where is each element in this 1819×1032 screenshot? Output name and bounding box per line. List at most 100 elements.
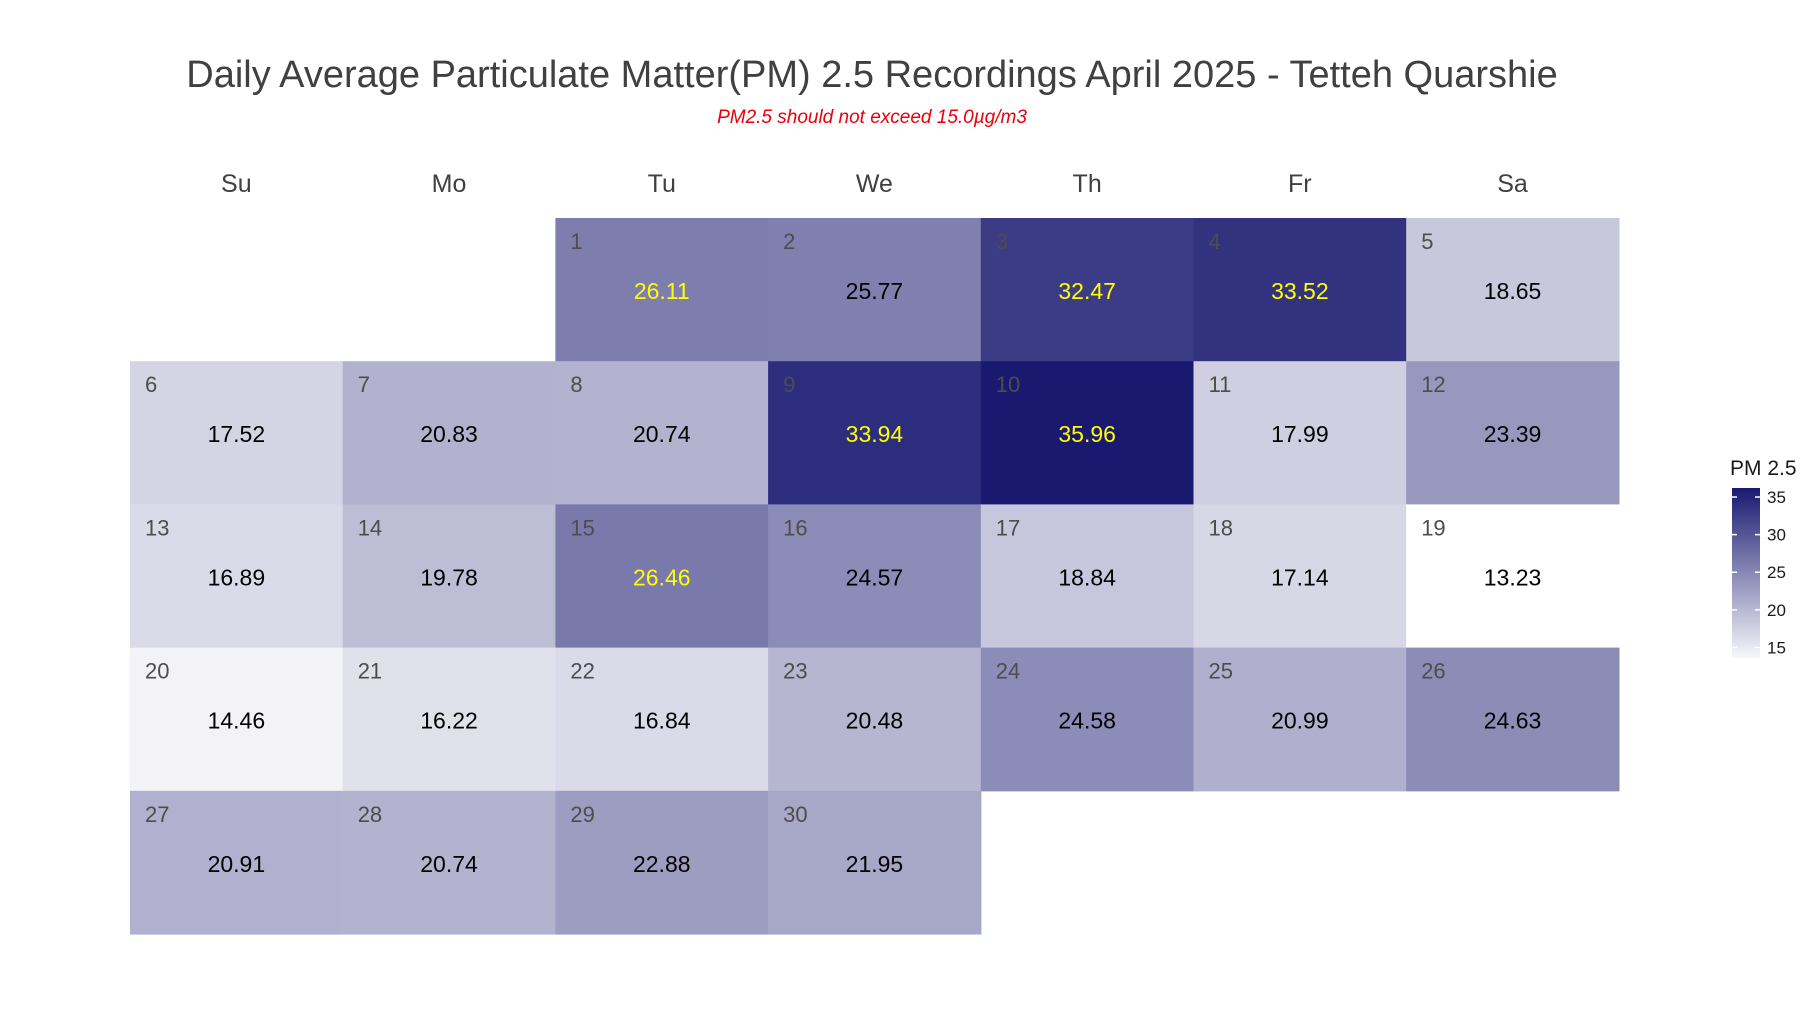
pm25-value-label: 20.83 (420, 421, 478, 447)
day-cell: 225.77 (768, 218, 982, 362)
day-number: 4 (1209, 229, 1221, 254)
pm25-value-label: 18.84 (1058, 564, 1116, 590)
day-cell-fill (130, 504, 344, 649)
day-cell: 820.74 (555, 361, 769, 505)
day-cell-fill (555, 790, 769, 935)
day-number: 11 (1209, 372, 1232, 397)
pm25-value-label: 25.77 (846, 278, 904, 304)
pm25-value-label: 17.52 (208, 421, 266, 447)
pm25-value-label: 13.23 (1484, 564, 1542, 590)
day-number: 14 (358, 515, 382, 540)
weekday-headers: Su Mo Tu We Th Fr Sa (221, 170, 1528, 198)
day-cell-fill (1193, 504, 1407, 649)
day-cell-fill (342, 647, 556, 792)
day-number: 7 (358, 372, 370, 397)
weekday-label: Sa (1497, 170, 1528, 198)
color-legend: PM 2.5 15 20 25 30 35 (1730, 457, 1797, 658)
day-cell: 933.94 (768, 361, 982, 505)
day-number: 18 (1209, 515, 1233, 540)
day-cell-fill (130, 790, 344, 935)
day-cell-fill (768, 647, 982, 792)
pm25-value-label: 20.99 (1271, 708, 1329, 734)
day-cell-fill (768, 218, 982, 362)
weekday-label: Fr (1288, 170, 1312, 198)
day-number: 3 (996, 229, 1008, 254)
pm25-value-label: 20.91 (208, 851, 266, 877)
pm25-value-label: 20.74 (633, 421, 691, 447)
day-cell: 433.52 (1193, 218, 1407, 362)
pm25-value-label: 20.74 (420, 851, 478, 877)
day-cell: 720.83 (342, 361, 556, 505)
day-number: 6 (145, 372, 157, 397)
day-cell-fill (555, 218, 769, 362)
day-cell-fill (980, 504, 1195, 649)
day-cell: 126.11 (555, 218, 769, 362)
day-cell-fill (980, 218, 1195, 362)
legend-title: PM 2.5 (1730, 457, 1797, 480)
day-cell: 518.65 (1406, 218, 1620, 362)
day-cell-fill (342, 504, 556, 649)
chart-subtitle: PM2.5 should not exceed 15.0µg/m3 (717, 107, 1027, 128)
weekday-label: Tu (648, 170, 676, 198)
day-number: 13 (145, 515, 169, 540)
day-cell-fill (980, 647, 1195, 792)
day-cell-fill (768, 790, 982, 935)
legend-ticks: 15 20 25 30 35 (1732, 488, 1786, 657)
pm25-value-label: 32.47 (1058, 278, 1116, 304)
day-cell: 16 24.57 (768, 504, 982, 649)
day-cell: 17 18.84 (980, 504, 1195, 649)
day-cell: 25 20.99 (1193, 647, 1407, 792)
day-cell-fill (1406, 218, 1620, 362)
day-cell: 332.47 (980, 218, 1195, 362)
chart-title: Daily Average Particulate Matter(PM) 2.5… (186, 54, 1558, 96)
day-cell: 21 16.22 (342, 647, 556, 792)
pm25-value-label: 24.57 (846, 564, 904, 590)
day-cell: 13 16.89 (130, 504, 344, 649)
day-number: 8 (570, 372, 582, 397)
weekday-label: Mo (432, 170, 467, 198)
day-cell: 22 16.84 (555, 647, 769, 792)
pm25-value-label: 21.95 (846, 851, 904, 877)
day-number: 15 (570, 515, 594, 540)
day-cell-fill (130, 361, 344, 505)
day-cell-fill (130, 647, 344, 792)
pm25-value-label: 16.22 (420, 708, 478, 734)
pm25-value-label: 35.96 (1058, 421, 1116, 447)
day-cell-fill (1193, 218, 1407, 362)
pm25-value-label: 26.46 (633, 564, 691, 590)
pm25-value-label: 16.89 (208, 564, 266, 590)
legend-colorbar (1732, 488, 1760, 658)
day-cell-fill (1193, 647, 1407, 792)
pm25-value-label: 33.94 (846, 421, 904, 447)
day-cell-fill (555, 647, 769, 792)
day-number: 28 (358, 802, 382, 827)
day-number: 21 (358, 659, 382, 684)
legend-tick-label: 25 (1767, 563, 1786, 582)
day-cell: 14 19.78 (342, 504, 556, 649)
pm25-value-label: 16.84 (633, 708, 691, 734)
day-cell: 11 17.99 (1193, 361, 1407, 505)
day-number: 16 (783, 515, 807, 540)
day-number: 27 (145, 802, 169, 827)
day-cell-fill (555, 504, 769, 649)
pm25-value-label: 17.14 (1271, 564, 1329, 590)
day-cell-fill (555, 361, 769, 505)
day-number: 1 (570, 229, 582, 254)
day-cell-fill (768, 504, 982, 649)
day-number: 17 (996, 515, 1020, 540)
legend-tick-label: 35 (1767, 488, 1786, 507)
day-number: 30 (783, 802, 807, 827)
pm25-value-label: 23.39 (1484, 421, 1542, 447)
day-number: 23 (783, 659, 807, 684)
day-number: 26 (1421, 659, 1445, 684)
day-cell: 12 23.39 (1406, 361, 1620, 505)
day-cell-fill (980, 361, 1195, 505)
day-cell: 19 13.23 (1406, 504, 1620, 649)
day-number: 12 (1421, 372, 1445, 397)
pm25-value-label: 33.52 (1271, 278, 1329, 304)
pm25-value-label: 24.58 (1058, 708, 1116, 734)
day-cell-fill (768, 361, 982, 505)
day-cell: 30 21.95 (768, 790, 982, 935)
legend-tick-label: 30 (1767, 526, 1786, 545)
weekday-label: We (856, 170, 893, 198)
